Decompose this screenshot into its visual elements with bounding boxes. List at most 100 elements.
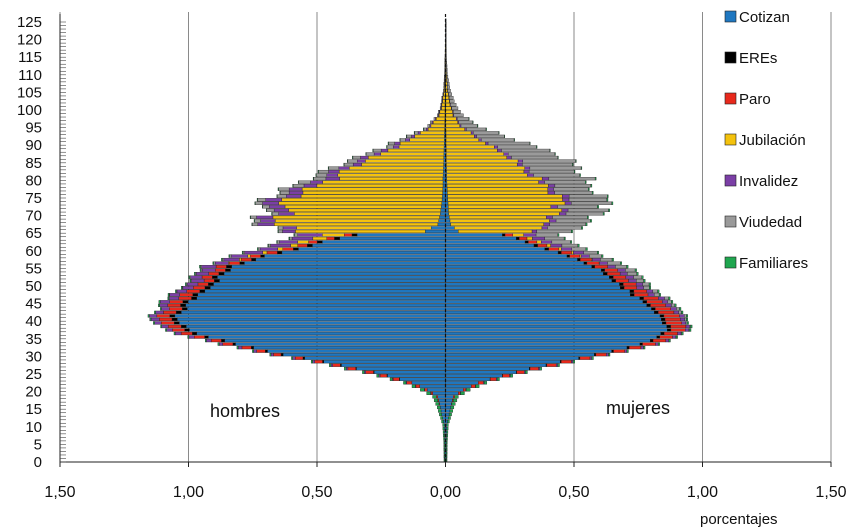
bar-women-invalidez	[549, 219, 557, 223]
bar-women-familiares	[590, 184, 593, 188]
bar-men-familiares	[175, 289, 177, 293]
bar-men-invalidez	[393, 145, 400, 149]
bar-women-familiares	[580, 166, 583, 170]
bar-women-viudedad	[473, 131, 499, 135]
y-tick-label: 55	[25, 260, 42, 277]
bar-men-paro	[256, 349, 266, 353]
bar-women-invalidez	[459, 124, 462, 128]
legend-swatch-jubilación	[724, 133, 737, 146]
bar-men-jubilación	[368, 155, 444, 160]
bar-men-jubilación	[348, 166, 444, 170]
bar-men-familiares	[154, 310, 156, 315]
bar-women-paro	[655, 307, 671, 311]
bar-women-jubilación	[536, 240, 542, 244]
bar-men-cotizan	[439, 215, 446, 219]
bar-men-paro	[240, 257, 252, 262]
bar-men-invalidez	[429, 124, 432, 128]
bar-women-invalidez	[571, 360, 574, 364]
bar-men-cotizan	[244, 261, 446, 265]
bar-men-eres	[322, 360, 324, 364]
bar-women-familiares	[634, 268, 637, 272]
bar-women-invalidez	[478, 138, 482, 142]
bar-men-cotizan	[373, 370, 446, 374]
bar-women-viudedad	[501, 148, 550, 153]
bar-men-familiares	[212, 261, 215, 265]
bar-women-viudedad	[553, 187, 589, 191]
bar-women-cotizan	[445, 349, 612, 353]
bar-men-viudedad	[200, 265, 202, 269]
bar-men-paro	[215, 265, 227, 269]
bar-women-jubilación	[450, 222, 544, 227]
bar-men-eres	[192, 293, 198, 297]
bar-women-familiares	[446, 437, 448, 441]
bar-men-viudedad	[278, 229, 283, 234]
bar-men-invalidez	[380, 148, 389, 153]
bar-men-eres	[250, 345, 254, 350]
bar-men-invalidez	[405, 138, 410, 142]
bar-women-viudedad	[654, 293, 660, 297]
bar-men-familiares	[257, 247, 259, 251]
bar-women-invalidez	[561, 208, 569, 212]
bar-women-invalidez	[532, 236, 545, 241]
bar-women-paro	[633, 293, 649, 297]
bar-men-eres	[208, 282, 214, 286]
bar-men-viudedad	[343, 162, 354, 167]
bar-men-eres	[184, 328, 190, 332]
bar-women-familiares	[606, 198, 609, 202]
bar-men-viudedad	[442, 92, 444, 96]
bar-men-jubilación	[432, 120, 445, 124]
bar-men-paro	[297, 243, 308, 248]
bar-women-familiares	[690, 324, 693, 329]
bar-women-familiares	[446, 430, 449, 434]
bar-women-eres	[619, 282, 624, 286]
bar-men-paro	[436, 395, 438, 399]
bar-women-familiares	[446, 441, 448, 445]
bar-women-viudedad	[549, 222, 586, 227]
bar-men-eres	[204, 335, 209, 339]
bar-men-cotizan	[356, 233, 446, 237]
bar-women-viudedad	[555, 219, 591, 223]
bar-women-jubilación	[558, 247, 562, 251]
bar-women-paro	[586, 261, 600, 265]
bar-men-cotizan	[187, 300, 446, 304]
bar-women-invalidez	[548, 184, 556, 188]
bar-women-viudedad	[497, 145, 537, 149]
bar-women-paro	[623, 286, 637, 290]
bar-women-familiares	[446, 451, 448, 455]
bar-women-familiares	[658, 293, 661, 297]
bar-women-viudedad	[448, 92, 452, 96]
bar-men-cotizan	[230, 268, 446, 272]
bar-men-familiares	[352, 155, 354, 160]
bar-women-invalidez	[561, 247, 572, 251]
bar-men-viudedad	[252, 222, 258, 227]
bar-women-invalidez	[559, 212, 567, 216]
bar-women-invalidez	[562, 194, 570, 198]
bar-men-invalidez	[417, 131, 421, 135]
bar-women-jubilación	[571, 250, 574, 255]
bar-women-jubilación	[445, 92, 449, 96]
bar-men-invalidez	[346, 367, 349, 371]
bar-men-familiares	[343, 162, 345, 167]
bar-women-invalidez	[677, 331, 682, 336]
bar-women-viudedad	[685, 321, 688, 325]
bar-men-invalidez	[269, 205, 286, 209]
bar-women-viudedad	[529, 166, 582, 170]
bar-men-eres	[277, 250, 283, 255]
bar-men-viudedad	[433, 117, 436, 121]
bar-men-jubilación	[438, 113, 446, 117]
bar-women-cotizan	[445, 275, 610, 279]
bar-women-invalidez	[640, 345, 644, 350]
y-tick-label: 115	[18, 49, 42, 66]
bar-women-paro	[623, 282, 637, 286]
bar-women-cotizan	[445, 324, 667, 329]
bar-men-viudedad	[328, 166, 340, 170]
bar-women-familiares	[648, 282, 651, 286]
bar-men-jubilación	[380, 152, 445, 156]
legend: Cotizan EREs Paro Jubilación Invalidez Viuded…	[724, 9, 808, 272]
bar-women-viudedad	[567, 208, 609, 212]
bar-women-eres	[646, 303, 651, 307]
bar-men-invalidez	[352, 162, 362, 167]
bar-men-invalidez	[149, 314, 158, 318]
bar-women-eres	[651, 307, 656, 311]
bar-men-eres	[225, 268, 231, 272]
